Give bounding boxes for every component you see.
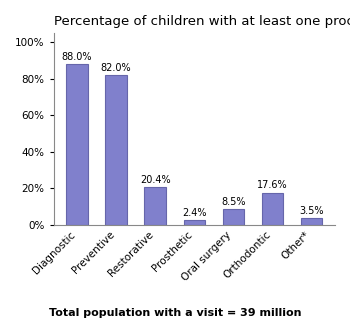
Bar xyxy=(145,188,166,225)
Text: 2.4%: 2.4% xyxy=(182,208,206,218)
Text: 8.5%: 8.5% xyxy=(221,197,246,207)
Bar xyxy=(223,209,244,225)
Text: 17.6%: 17.6% xyxy=(257,180,288,190)
Bar xyxy=(66,64,88,225)
Bar xyxy=(183,220,205,225)
Text: 3.5%: 3.5% xyxy=(299,206,324,216)
Bar xyxy=(105,75,127,225)
Bar xyxy=(301,218,322,225)
Bar xyxy=(262,193,283,225)
Text: Total population with a visit = 39 million: Total population with a visit = 39 milli… xyxy=(49,308,301,318)
Text: 88.0%: 88.0% xyxy=(62,52,92,62)
Text: 82.0%: 82.0% xyxy=(101,63,132,73)
Text: Percentage of children with at least one procedure: Percentage of children with at least one… xyxy=(54,15,350,28)
Text: 20.4%: 20.4% xyxy=(140,175,170,185)
